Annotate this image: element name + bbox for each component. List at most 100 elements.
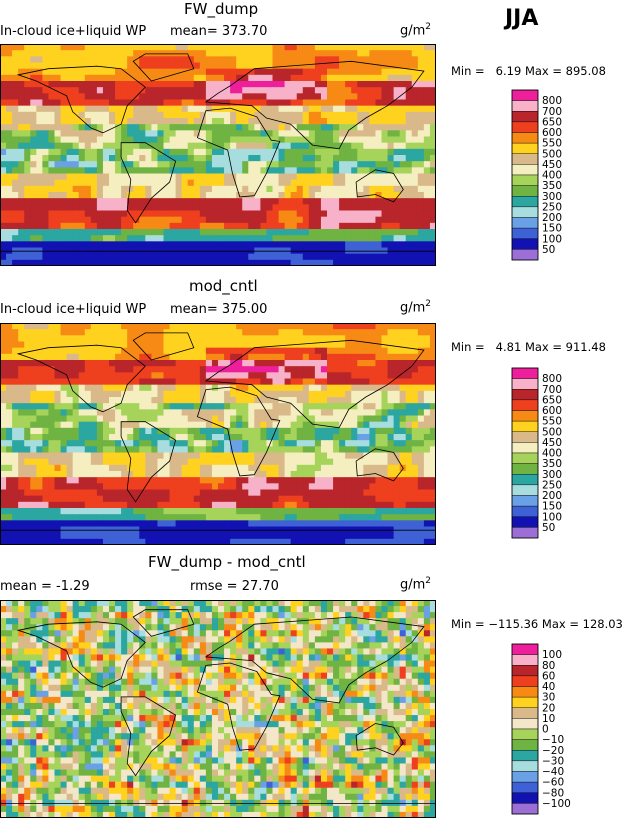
- panel-1-field-cell: [272, 235, 279, 242]
- panel-1-field-cell: [115, 216, 122, 224]
- panel-1-field-cell: [284, 235, 292, 242]
- panel-1-field-cell: [193, 68, 201, 76]
- panel-1-field-cell: [199, 161, 207, 168]
- panel-2-field-cell: [429, 390, 436, 398]
- panel-1-field-cell: [224, 99, 231, 107]
- panel-1-field-cell: [327, 142, 334, 150]
- panel-1-field-cell: [381, 68, 388, 76]
- panel-1-field-cell: [278, 167, 286, 174]
- panel-2-field-cell: [12, 378, 19, 386]
- panel-1-field-cell: [284, 44, 292, 51]
- panel-1-field-cell: [224, 111, 231, 119]
- panel-2-field-cell: [230, 366, 237, 373]
- panel-1-colorbar-label: 450: [542, 159, 562, 171]
- panel-1-field-cell: [72, 204, 80, 211]
- panel-2-field-cell: [381, 384, 388, 392]
- panel-2-field-cell: [381, 489, 388, 497]
- panel-1-field-cell: [333, 56, 340, 63]
- panel-2-field-cell: [66, 452, 74, 460]
- panel-2-field-cell: [272, 520, 279, 527]
- panel-1-field-cell: [102, 185, 110, 193]
- panel-2-field-cell: [54, 464, 61, 472]
- panel-2-field-cell: [121, 452, 128, 460]
- panel-2-field-cell: [429, 471, 436, 478]
- panel-2-field-cell: [423, 458, 431, 466]
- panel-1-field-cell: [296, 81, 304, 88]
- panel-1-field-cell: [0, 222, 7, 230]
- panel-1-field-cell: [224, 229, 231, 236]
- panel-2-field-cell: [417, 501, 425, 509]
- panel-2-field-cell: [0, 372, 7, 379]
- panel-1-field-cell: [24, 179, 31, 187]
- panel-2-field-cell: [18, 353, 25, 361]
- panel-1-field-cell: [236, 198, 243, 205]
- panel-2-field-cell: [66, 347, 74, 355]
- panel-2-field-cell: [278, 520, 286, 527]
- panel-1-field-cell: [84, 222, 92, 230]
- panel-2-field-cell: [211, 483, 219, 490]
- panel-1-field-cell: [333, 216, 340, 224]
- panel-1-field-cell: [375, 68, 382, 76]
- panel-2-field-cell: [102, 508, 110, 515]
- panel-2-field-cell: [387, 360, 395, 367]
- panel-1-field-cell: [72, 216, 80, 224]
- panel-1-field-cell: [345, 229, 352, 236]
- panel-2-field-cell: [60, 489, 68, 497]
- panel-1-field-cell: [417, 130, 425, 137]
- panel-1-field-cell: [363, 142, 370, 150]
- panel-1-field-cell: [121, 222, 128, 230]
- panel-1-field-cell: [369, 99, 376, 107]
- panel-2-field-cell: [145, 508, 152, 515]
- panel-1-field-cell: [399, 259, 407, 266]
- panel-2-field-cell: [109, 427, 116, 435]
- panel-1-field-cell: [193, 81, 201, 88]
- panel-1-field-cell: [6, 179, 13, 187]
- panel-2-field-cell: [333, 421, 340, 429]
- panel-1-field-cell: [18, 68, 25, 76]
- panel-2-field-cell: [320, 477, 328, 484]
- panel-1-field-cell: [151, 118, 158, 125]
- panel-1-field-cell: [260, 253, 267, 261]
- panel-2-field-cell: [60, 483, 68, 490]
- panel-2-field-cell: [369, 353, 376, 361]
- panel-1-field-cell: [187, 247, 195, 255]
- panel-1-field-cell: [381, 148, 388, 156]
- panel-2-field-cell: [351, 403, 358, 410]
- panel-1-field-cell: [78, 50, 86, 57]
- panel-1-field-cell: [42, 148, 49, 156]
- panel-2-field-cell: [339, 347, 346, 355]
- panel-1-field-cell: [254, 148, 261, 156]
- panel-2-field-cell: [151, 427, 158, 435]
- panel-2-field-cell: [254, 409, 261, 416]
- panel-2-field-cell: [78, 520, 86, 527]
- panel-1-field-cell: [327, 222, 334, 230]
- panel-1-field-cell: [230, 68, 237, 76]
- panel-2-field-cell: [12, 372, 19, 379]
- panel-1-field-cell: [308, 105, 316, 113]
- panel-1-field-cell: [133, 222, 140, 230]
- panel-1-field-cell: [42, 241, 49, 248]
- panel-2-field-cell: [417, 483, 425, 490]
- panel-2-field-cell: [387, 323, 395, 330]
- panel-2-field-cell: [96, 353, 104, 361]
- panel-2-field-cell: [278, 452, 286, 460]
- panel-1-field-cell: [284, 99, 292, 107]
- panel-1-field-cell: [127, 148, 134, 156]
- panel-1-field-cell: [139, 185, 146, 193]
- panel-2-field-cell: [78, 329, 86, 336]
- panel-2-field-cell: [236, 360, 243, 367]
- panel-2-field-cell: [12, 421, 19, 429]
- panel-1-field-cell: [284, 241, 292, 248]
- panel-2-field-cell: [30, 508, 37, 515]
- panel-1-field-cell: [90, 56, 98, 63]
- panel-2-field-cell: [163, 427, 170, 435]
- panel-1-field-cell: [314, 56, 322, 63]
- panel-1-field-cell: [12, 81, 19, 88]
- panel-1-field-cell: [151, 241, 158, 248]
- panel-1-field-cell: [320, 185, 328, 193]
- panel-2-field-cell: [230, 427, 237, 435]
- panel-1-field-cell: [296, 105, 304, 113]
- panel-2-field-cell: [151, 323, 158, 330]
- panel-2-field-cell: [405, 335, 413, 342]
- panel-1-field-cell: [278, 161, 286, 168]
